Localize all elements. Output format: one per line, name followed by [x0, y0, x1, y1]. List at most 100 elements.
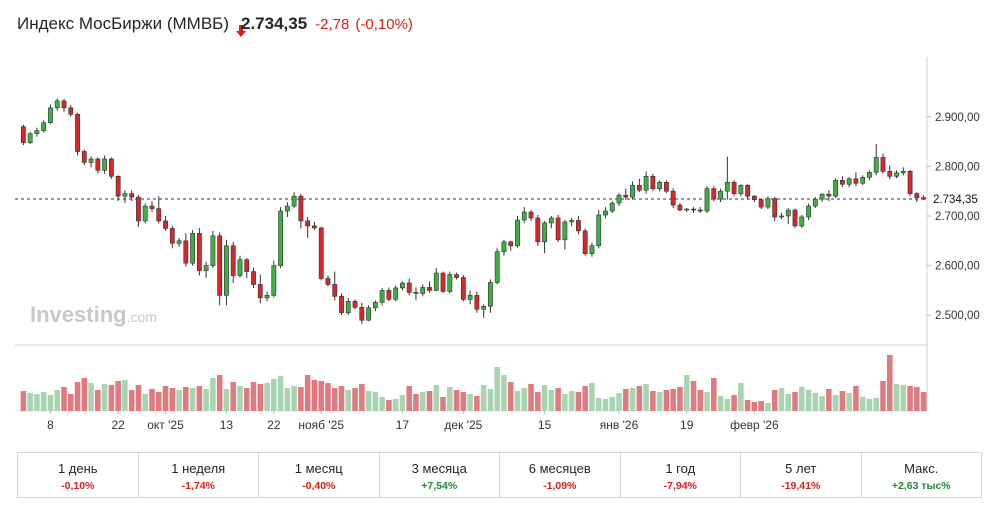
volume-bar [866, 399, 873, 411]
candle-up [467, 295, 473, 300]
volume-bar [406, 386, 412, 411]
volume-bar [331, 388, 338, 411]
candle-down [460, 277, 466, 300]
volume-bar [352, 388, 358, 411]
candle-down [339, 296, 344, 314]
volume-bar [663, 390, 670, 411]
volume-bar [738, 383, 744, 411]
candle-up [88, 158, 94, 163]
quote-header: Индекс МосБиржи (MMBБ) 2.734,35 -2,78 (-… [17, 12, 413, 37]
period-label: 6 месяцев [528, 461, 591, 476]
period-label: Макс. [904, 461, 939, 476]
volume-bar [771, 390, 778, 411]
volume-bar [433, 385, 440, 411]
volume-bar [731, 395, 737, 411]
candle-up [603, 210, 608, 216]
x-tick-label: 19 [680, 418, 694, 432]
candle-up [521, 211, 527, 221]
period-value: -0,40% [302, 480, 336, 492]
period-1-month[interactable]: 1 месяц -0,40% [259, 453, 380, 497]
candle-down [230, 245, 236, 276]
candle-down [555, 217, 561, 241]
candle-up [447, 274, 453, 292]
candle-up [515, 219, 520, 247]
candle-up [501, 241, 507, 253]
volume-bar [61, 387, 67, 411]
candle-down [81, 151, 87, 163]
volume-bar [223, 389, 230, 411]
candle-up [724, 181, 730, 192]
volume-bar [447, 387, 453, 411]
volume-bar [338, 386, 345, 411]
candle-up [819, 193, 825, 200]
candle-down [298, 195, 304, 222]
last-price-box [928, 190, 988, 207]
volume-bar [548, 390, 555, 411]
period-1-week[interactable]: 1 неделя -1,74% [139, 453, 259, 497]
volume-bar [474, 396, 480, 411]
volume-bar [277, 376, 284, 411]
period-1-day[interactable]: 1 день -0,10% [18, 453, 139, 497]
candle-down [115, 176, 121, 197]
price-change: -2,78 [315, 15, 350, 33]
volume-bar [643, 384, 649, 411]
volume-bar [453, 390, 460, 411]
period-label: 3 месяца [411, 461, 467, 476]
candle-down [169, 228, 175, 244]
candle-up [372, 302, 378, 309]
candle-up [846, 178, 852, 185]
candlestick-chart[interactable]: Investing.com 2.500,00 2.600,00 2.700,00 2.8… [0, 0, 999, 450]
candle-up [481, 305, 487, 310]
candle-up [900, 171, 906, 174]
volume-bar [765, 403, 771, 411]
volume-bar [467, 394, 473, 411]
volume-bar [616, 393, 622, 411]
volume-bar [413, 394, 419, 411]
candle-up [41, 122, 47, 131]
volume-bar [812, 393, 819, 411]
candle-down [95, 158, 101, 171]
volume-bar [487, 389, 494, 411]
volume-bar [257, 384, 264, 411]
volume-bar [589, 383, 595, 411]
last-price-label: 2.734,35 [933, 194, 978, 206]
period-value: -1,74% [181, 480, 215, 492]
volume-bar [521, 388, 528, 411]
x-tick-label: февр '26 [730, 418, 779, 432]
volume-bar [853, 386, 859, 411]
volume-bar [751, 402, 758, 411]
y-tick-label: 2.900,00 [935, 112, 980, 124]
volume-bar [480, 385, 487, 411]
candle-down [352, 301, 358, 308]
volume-bar [873, 398, 880, 411]
price-change-percent: (-0,10%) [355, 15, 413, 33]
volume-bar [47, 395, 54, 411]
period-max[interactable]: Макс. +2,63 тыс% [862, 453, 982, 497]
volume-bar [101, 384, 108, 411]
volume-bar [494, 367, 500, 411]
period-6-months[interactable]: 6 месяцев -1,09% [500, 453, 621, 497]
volume-bar [656, 392, 663, 411]
volume-bar [318, 381, 324, 411]
candle-up [284, 205, 290, 212]
period-5-years[interactable]: 5 лет -19,41% [741, 453, 862, 497]
x-tick-label: 8 [47, 418, 54, 432]
volume-bar [575, 392, 582, 411]
volume-bar [670, 389, 676, 411]
candle-up [210, 235, 216, 266]
x-tick-label: нояб '25 [298, 418, 344, 432]
volume-bar [805, 390, 812, 411]
volume-bar [176, 390, 182, 411]
candle-up [102, 158, 108, 171]
volume-bar [54, 390, 61, 411]
period-1-year[interactable]: 1 год -7,94% [621, 453, 741, 497]
x-tick-label: янв '26 [600, 418, 639, 432]
volume-bar [67, 394, 74, 411]
candle-up [379, 290, 385, 303]
volume-bar [379, 397, 385, 411]
candle-down [332, 284, 338, 297]
candle-up [860, 177, 866, 184]
volume-bar [122, 380, 128, 411]
candle-up [785, 209, 791, 217]
period-3-months[interactable]: 3 месяца +7,54% [380, 453, 500, 497]
